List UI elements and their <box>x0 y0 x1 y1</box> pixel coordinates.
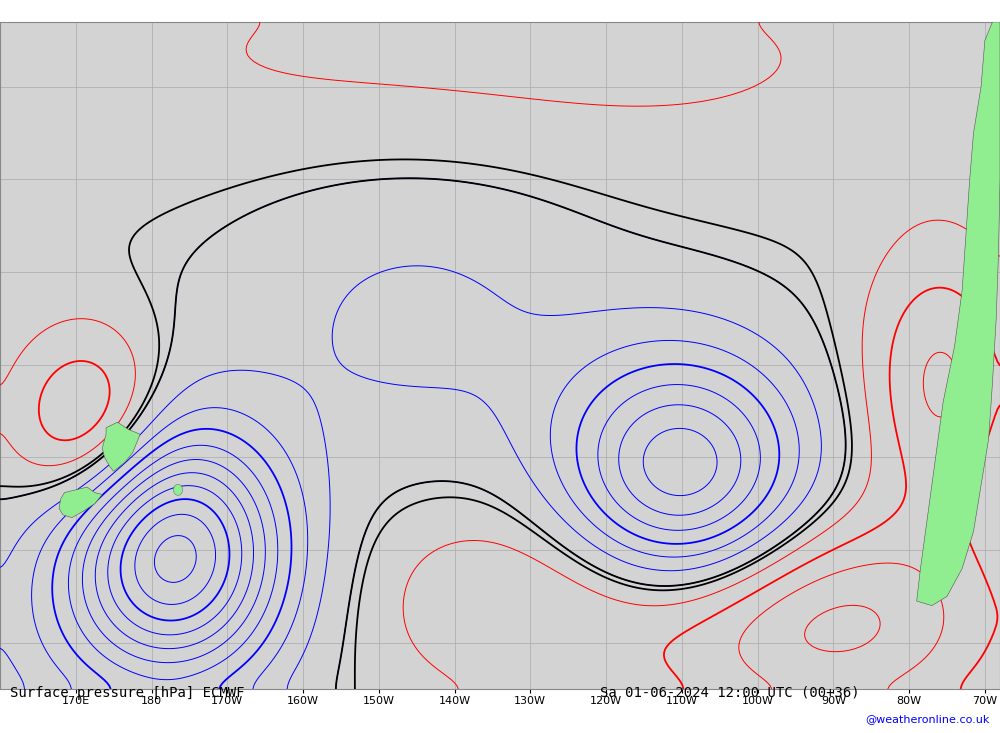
Text: 1012: 1012 <box>661 237 687 253</box>
Text: 972: 972 <box>163 529 183 544</box>
Text: 980: 980 <box>141 503 161 522</box>
Text: 1020: 1020 <box>33 380 50 407</box>
Text: 1016: 1016 <box>92 427 117 452</box>
Circle shape <box>173 485 183 496</box>
Text: 1024: 1024 <box>917 386 934 413</box>
Text: @weatheronline.co.uk: @weatheronline.co.uk <box>866 714 990 724</box>
Polygon shape <box>59 487 102 517</box>
Text: 1016: 1016 <box>491 89 516 102</box>
Text: 992: 992 <box>636 497 657 515</box>
Text: 1020: 1020 <box>971 554 990 581</box>
Text: 1008: 1008 <box>2 652 24 678</box>
Text: 1004: 1004 <box>701 339 727 356</box>
Text: 984: 984 <box>112 520 130 541</box>
Text: Sa 01-06-2024 12:00 UTC (00+36): Sa 01-06-2024 12:00 UTC (00+36) <box>600 685 860 700</box>
Text: 992: 992 <box>137 469 158 487</box>
Text: 1008: 1008 <box>138 411 162 436</box>
Text: 1020: 1020 <box>756 574 783 594</box>
Text: 1008: 1008 <box>411 381 436 393</box>
Text: 1024: 1024 <box>826 563 853 581</box>
Polygon shape <box>102 422 140 471</box>
Text: 996: 996 <box>90 500 110 520</box>
Text: 1028: 1028 <box>819 600 845 618</box>
Text: 1000: 1000 <box>590 498 613 523</box>
Text: 988: 988 <box>118 497 138 517</box>
Text: 1013: 1013 <box>616 194 642 210</box>
Text: 1004: 1004 <box>46 655 69 680</box>
Text: 988: 988 <box>672 490 691 501</box>
Text: 996: 996 <box>722 502 742 521</box>
Polygon shape <box>917 22 1000 605</box>
Text: 1016: 1016 <box>786 537 813 559</box>
Text: 1012: 1012 <box>661 237 687 253</box>
Text: Surface pressure [hPa] ECMWF: Surface pressure [hPa] ECMWF <box>10 685 244 700</box>
Text: 1000: 1000 <box>83 660 108 684</box>
